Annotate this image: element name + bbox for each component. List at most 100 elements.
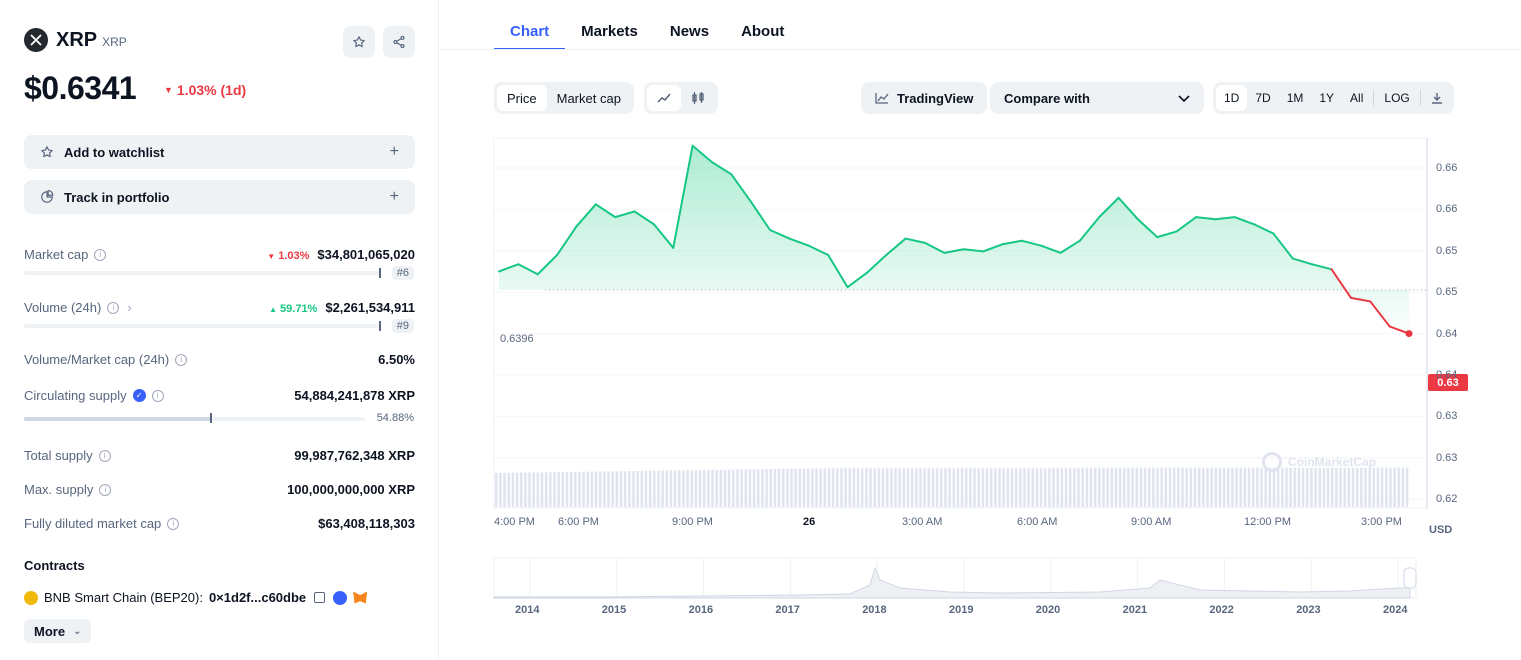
volume-bar (586, 471, 589, 507)
info-icon[interactable]: i (94, 248, 107, 261)
volume-bar (657, 470, 660, 507)
volume-bar (628, 471, 631, 507)
volume-bar (1035, 468, 1039, 507)
price-line-segment (517, 263, 539, 276)
volume-bar (1123, 467, 1126, 507)
price-line-segment (1098, 196, 1120, 219)
tab-news[interactable]: News (669, 23, 710, 40)
volume-bar (1143, 467, 1147, 507)
volume-bar (1339, 467, 1342, 507)
volume-bar (1102, 467, 1105, 507)
log-scale-button[interactable]: LOG (1384, 91, 1410, 105)
volume-bar (611, 471, 614, 507)
volume-bar (777, 468, 781, 507)
compare-with-select[interactable]: Compare with (990, 82, 1204, 114)
info-icon[interactable]: i (99, 483, 112, 496)
volume-bar (665, 470, 669, 507)
volume-bar (1152, 467, 1155, 507)
info-icon[interactable]: i (175, 353, 188, 366)
volume-bar (1297, 467, 1301, 507)
explorer-icon[interactable] (333, 590, 348, 605)
volume-bar (902, 468, 906, 507)
volume-bar (1235, 467, 1238, 507)
info-icon[interactable]: i (98, 449, 111, 462)
price-line-segment (1311, 263, 1333, 271)
download-icon[interactable] (1423, 85, 1451, 111)
volume-bar (752, 469, 756, 507)
star-button[interactable] (343, 26, 375, 58)
volume-bar (1202, 467, 1205, 507)
market-cap-label: Market cap (24, 247, 89, 262)
y-axis-tick: 0.65 (1436, 244, 1458, 257)
volume-bar (869, 468, 872, 507)
volume-bar (815, 468, 818, 507)
volume-bar (794, 468, 797, 507)
volume-bar (1019, 468, 1022, 507)
volume-bar (1239, 467, 1242, 507)
range-1y[interactable]: 1Y (1319, 91, 1335, 105)
volume-bar (1131, 467, 1134, 507)
circulating-percent: 54.88% (376, 412, 414, 424)
volume-bar (682, 470, 685, 507)
x-axis-tick: 4:00 PM (494, 516, 535, 528)
metamask-icon[interactable] (353, 591, 368, 604)
volume-bar (852, 468, 856, 507)
volume-bar (989, 468, 993, 507)
volume-bar (594, 471, 598, 507)
range-1d[interactable]: 1D (1216, 85, 1248, 111)
add-to-watchlist-button[interactable]: Add to watchlist + (24, 135, 415, 169)
volume-bar (802, 468, 806, 507)
volume-bar (495, 473, 498, 507)
range-all[interactable]: All (1350, 91, 1364, 105)
share-button[interactable] (383, 26, 415, 58)
volume-bar (540, 472, 544, 507)
volume-bar (669, 470, 673, 507)
volume-bar (1335, 467, 1338, 507)
volume-bar (1268, 467, 1272, 507)
info-icon[interactable]: i (151, 389, 164, 402)
volume-bar (985, 468, 989, 507)
watchlist-label: Add to watchlist (64, 144, 165, 160)
track-portfolio-button[interactable]: Track in portfolio + (24, 180, 415, 214)
volume-bar (1206, 467, 1209, 507)
more-contracts-button[interactable]: More ⌄ (24, 619, 92, 643)
price-line-segment (846, 271, 868, 289)
price-tab[interactable]: Price (497, 85, 547, 111)
copy-icon[interactable] (314, 592, 326, 603)
line-chart-button[interactable] (647, 85, 681, 111)
volume-bar (1023, 468, 1026, 507)
volume-bar (569, 471, 573, 507)
price-line-segment (807, 244, 830, 256)
pie-chart-icon (41, 190, 54, 203)
contract-address[interactable]: 0×1d2f...c60dbe (208, 590, 307, 605)
volume-bar (582, 471, 585, 507)
y-axis-tick: 0.64 (1436, 327, 1458, 340)
volume-bar (1330, 467, 1334, 507)
volume-bar (727, 469, 731, 507)
volume-bar (553, 472, 556, 507)
tradingview-button[interactable]: TradingView (861, 82, 988, 114)
coinmarketcap-watermark: CoinMarketCap (1262, 452, 1376, 472)
volume-bar (998, 468, 1001, 507)
market-cap-tab[interactable]: Market cap (556, 90, 621, 106)
market-cap-rank-bar (24, 271, 379, 275)
range-7d[interactable]: 7D (1255, 91, 1271, 105)
volume-bar (827, 468, 831, 507)
chevron-right-icon[interactable]: › (127, 300, 132, 315)
time-range-toggle: 1D 7D 1M 1Y All LOG (1213, 82, 1454, 114)
info-icon[interactable]: i (167, 517, 180, 530)
tab-markets[interactable]: Markets (581, 23, 638, 40)
info-icon[interactable]: i (107, 301, 120, 314)
volume-bar (769, 469, 772, 507)
tab-about[interactable]: About (741, 23, 785, 40)
volume-bar (1147, 467, 1151, 507)
price-line-segment (1330, 268, 1352, 299)
candlestick-button[interactable] (681, 85, 715, 111)
y-axis-tick: 0.64 (1436, 369, 1458, 381)
year-label: 2022 (1209, 604, 1234, 616)
volume-bar (1189, 467, 1193, 507)
range-1m[interactable]: 1M (1286, 91, 1304, 105)
volume-bar (881, 468, 885, 507)
volume-bar (1031, 468, 1035, 507)
